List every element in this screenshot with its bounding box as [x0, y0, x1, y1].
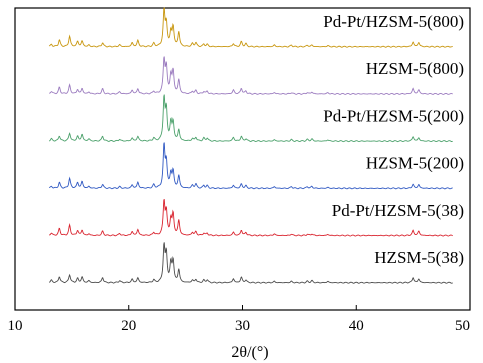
x-tick-label: 50 [455, 318, 470, 334]
series-label: Pd-Pt/HZSM-5(800) [323, 12, 464, 31]
x-tick-label: 30 [235, 318, 250, 334]
series-label-group: Pd-Pt/HZSM-5(800) HZSM-5(800) Pd-Pt/HZSM-5… [323, 12, 464, 267]
series-line [48, 242, 453, 284]
series-label: Pd-Pt/HZSM-5(200) [323, 106, 464, 125]
series-label: HZSM-5(800) [366, 59, 464, 78]
x-axis-ticks: 10 20 30 40 50 [8, 305, 471, 334]
x-axis-title: 2θ/(°) [231, 344, 268, 361]
series-line [49, 199, 453, 237]
x-tick-label: 20 [121, 318, 136, 334]
x-tick-label: 10 [8, 318, 23, 334]
series-label: HZSM-5(38) [374, 248, 464, 267]
series-line [48, 142, 453, 190]
x-tick-label: 40 [349, 318, 364, 334]
series-label: Pd-Pt/HZSM-5(38) [332, 201, 464, 220]
series-label: HZSM-5(200) [366, 154, 464, 173]
series-group [48, 7, 453, 284]
series-line [49, 56, 453, 95]
series-line [48, 7, 453, 48]
series-line [48, 94, 453, 143]
